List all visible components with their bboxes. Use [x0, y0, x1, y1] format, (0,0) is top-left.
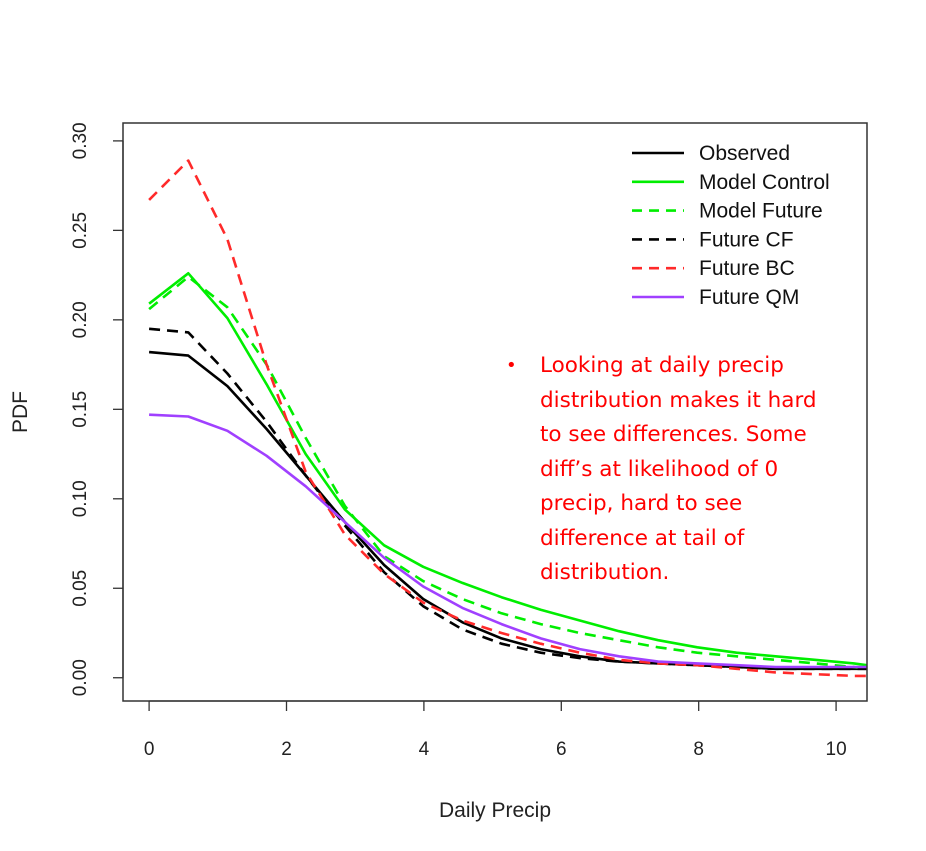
series-line-future-cf [148, 327, 867, 671]
y-axis: 0.00 0.05 0.10 0.15 0.20 0.25 0.30 [70, 122, 124, 696]
annotation-text: Looking at daily precip distribution mak… [540, 353, 817, 585]
x-tick-label: 8 [693, 739, 704, 760]
x-tick-label: 10 [826, 739, 847, 760]
y-tick-label: 0.15 [70, 391, 91, 428]
x-tick-label: 0 [144, 739, 155, 760]
legend-label-future-qm: Future QM [699, 286, 799, 309]
y-tick-label: 0.25 [70, 212, 91, 249]
legend-label-observed: Observed [699, 142, 790, 165]
annotation-callout: • Looking at daily precip distribution m… [506, 349, 836, 591]
series-line-future-qm [149, 413, 867, 669]
y-tick-label: 0.05 [70, 570, 91, 607]
x-tick-label: 4 [419, 739, 430, 760]
x-tick-label: 2 [281, 739, 292, 760]
y-tick-label: 0.10 [70, 480, 91, 517]
legend-label-model-future: Model Future [699, 200, 823, 223]
series-layer [148, 159, 867, 678]
series-line-model-future [148, 275, 867, 671]
x-axis-title: Daily Precip [439, 799, 551, 822]
annotation-bullet: • [506, 355, 517, 376]
legend-label-future-cf: Future CF [699, 228, 794, 251]
y-tick-label: 0.00 [70, 659, 91, 696]
x-axis: 0 2 4 6 8 10 [144, 700, 847, 760]
legend-label-model-control: Model Control [699, 171, 830, 194]
y-tick-label: 0.20 [70, 301, 91, 338]
legend: Observed Model Control Model Future Future … [632, 142, 830, 309]
x-tick-label: 6 [556, 739, 567, 760]
series-line-model-control [148, 271, 867, 667]
y-tick-label: 0.30 [70, 122, 91, 159]
legend-label-future-bc: Future BC [699, 257, 795, 280]
series-line-future-bc [148, 159, 867, 678]
y-axis-title: PDF [9, 391, 32, 433]
